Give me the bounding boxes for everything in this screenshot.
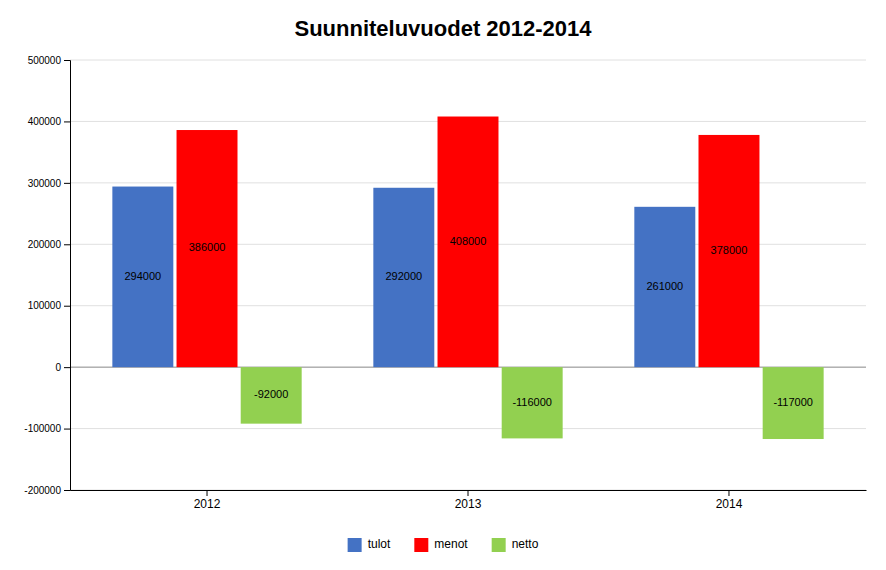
data-label: 292000 (385, 270, 422, 282)
legend-label: tulot (368, 537, 391, 551)
data-label: 386000 (189, 241, 226, 253)
tick-label: -200000 (24, 485, 61, 496)
tick: 2014 (716, 490, 743, 511)
chart-svg: Suunniteluvuodet 2012-2014 294000 292000 26… (0, 0, 886, 570)
tick-mark (728, 490, 729, 496)
grid-line (70, 428, 866, 429)
tick: 2012 (194, 490, 221, 511)
tick-mark (64, 429, 70, 430)
grid-line (70, 60, 866, 61)
tick-label: 0 (55, 362, 61, 373)
legend-swatch (414, 538, 428, 552)
tick: -100000 (24, 423, 70, 434)
tick-mark (64, 306, 70, 307)
bar-series (177, 117, 760, 368)
bar-series (241, 367, 824, 439)
tick-label: 100000 (28, 300, 62, 311)
axis-line (64, 61, 71, 491)
tick-mark (64, 367, 70, 368)
legend-label: netto (512, 537, 539, 551)
tick: 0 (55, 362, 70, 373)
bar (112, 187, 173, 368)
bar (373, 188, 434, 367)
data-label: -92000 (254, 388, 288, 400)
grid (70, 60, 866, 490)
data-label: 261000 (646, 280, 683, 292)
tick: 100000 (28, 300, 70, 311)
tick: 300000 (28, 178, 70, 189)
tick-label: 2012 (194, 497, 221, 511)
legend-item: netto (492, 537, 539, 552)
tick-mark (64, 244, 70, 245)
bar (634, 207, 695, 367)
tick-label: 300000 (28, 178, 62, 189)
tick-label: -100000 (24, 423, 61, 434)
data-label: 378000 (711, 244, 748, 256)
tick: -200000 (24, 485, 70, 496)
tick: 500000 (28, 55, 70, 66)
tick-mark (64, 490, 70, 491)
chart-container: Suunniteluvuodet 2012-2014 294000 292000 26… (0, 0, 886, 570)
data-label: 408000 (450, 235, 487, 247)
tick-mark (207, 490, 208, 496)
data-label: -116000 (512, 396, 552, 408)
tick-mark (64, 60, 70, 61)
tick: 2013 (455, 490, 482, 511)
tick-label: 2013 (455, 497, 482, 511)
tick-mark (64, 121, 70, 122)
tick-mark (468, 490, 469, 496)
data-labels: 294000 292000 261000 386000 408000 378000 -920… (124, 235, 812, 408)
legend-item: tulot (348, 537, 391, 552)
tick-label: 2014 (716, 497, 743, 511)
title: Suunniteluvuodet 2012-2014 (294, 16, 592, 41)
data-label: -117000 (773, 396, 813, 408)
bar (698, 135, 759, 367)
legend: tulot menot netto (348, 537, 539, 552)
bar (502, 367, 563, 438)
tick-label: 400000 (28, 116, 62, 127)
legend-label: menot (434, 537, 468, 551)
y-axis: -200000 -100000 0 100000 200000 300000 400000 5… (24, 55, 70, 496)
legend-swatch (492, 538, 506, 552)
tick: 400000 (28, 116, 70, 127)
legend-swatch (348, 538, 362, 552)
tick-label: 200000 (28, 239, 62, 250)
bar (763, 367, 824, 439)
bar (177, 130, 238, 367)
legend-item: menot (414, 537, 468, 552)
tick-mark (64, 183, 70, 184)
bars (112, 117, 823, 440)
tick: 200000 (28, 239, 70, 250)
x-axis: 2012 2013 2014 (71, 490, 867, 511)
bar (438, 117, 499, 368)
tick-label: 500000 (28, 55, 62, 66)
bar (241, 367, 302, 424)
data-label: 294000 (124, 270, 161, 282)
